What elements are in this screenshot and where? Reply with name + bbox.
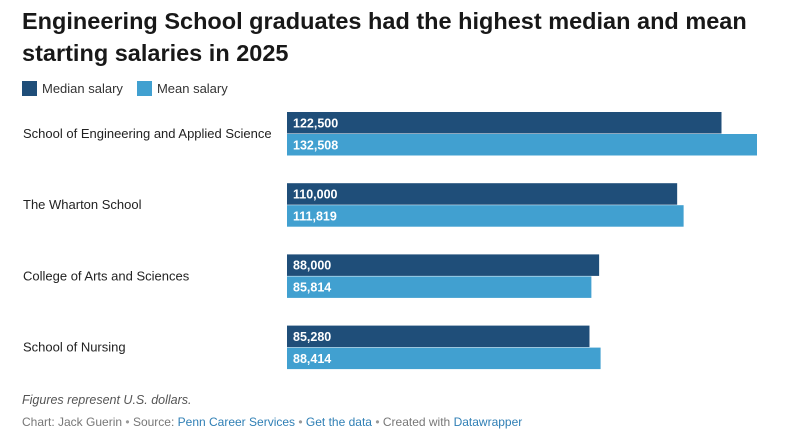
- legend-item-median: Median salary: [22, 81, 123, 96]
- get-the-data-link[interactable]: Get the data: [305, 415, 372, 429]
- chart-note: Figures represent U.S. dollars.: [22, 393, 192, 407]
- credit-separator: •: [298, 415, 303, 429]
- credit-separator: •: [125, 415, 130, 429]
- value-label-median: 122,500: [293, 116, 338, 130]
- value-label-median: 88,000: [293, 259, 331, 273]
- value-label-mean: 85,814: [293, 281, 331, 295]
- category-label: The Wharton School: [23, 197, 142, 212]
- chart-title: Engineering School graduates had the hig…: [22, 8, 747, 66]
- value-label-mean: 88,414: [293, 352, 331, 366]
- bar-mean-salary: [287, 276, 592, 298]
- bar-mean-salary: [287, 347, 601, 370]
- bar-median-salary: [287, 325, 590, 348]
- value-label-mean: 111,819: [293, 209, 337, 223]
- bar-mean-salary: [287, 205, 684, 227]
- credit-source-link[interactable]: Penn Career Services: [177, 415, 296, 429]
- value-label-mean: 132,508: [293, 138, 338, 152]
- category-label: School of Nursing: [23, 340, 126, 355]
- legend-swatch-median: [22, 81, 37, 96]
- legend-label-mean: Mean salary: [156, 81, 228, 96]
- legend-swatch-mean: [136, 81, 152, 96]
- bar-median-salary: [287, 183, 678, 205]
- legend-item-mean: Mean salary: [136, 81, 228, 96]
- legend: Median salary Mean salary: [22, 81, 242, 96]
- bar-median-salary: [287, 254, 600, 276]
- credit-created-with: Created with: [382, 415, 451, 429]
- datawrapper-link[interactable]: Datawrapper: [453, 415, 523, 429]
- value-label-median: 110,000: [293, 187, 338, 201]
- credit-source-prefix: Source:: [132, 415, 175, 429]
- category-label: School of Engineering and Applied Scienc…: [23, 126, 272, 141]
- value-label-median: 85,280: [293, 330, 331, 344]
- chart-credits: Chart: Jack Guerin • Source: Penn Career…: [22, 415, 522, 429]
- legend-label-median: Median salary: [42, 81, 123, 96]
- bar-median-salary: [287, 112, 722, 134]
- category-label: College of Arts and Sciences: [23, 268, 190, 283]
- credit-author: Chart: Jack Guerin: [22, 415, 123, 429]
- credit-separator: •: [375, 415, 380, 429]
- bar-mean-salary: [287, 134, 757, 156]
